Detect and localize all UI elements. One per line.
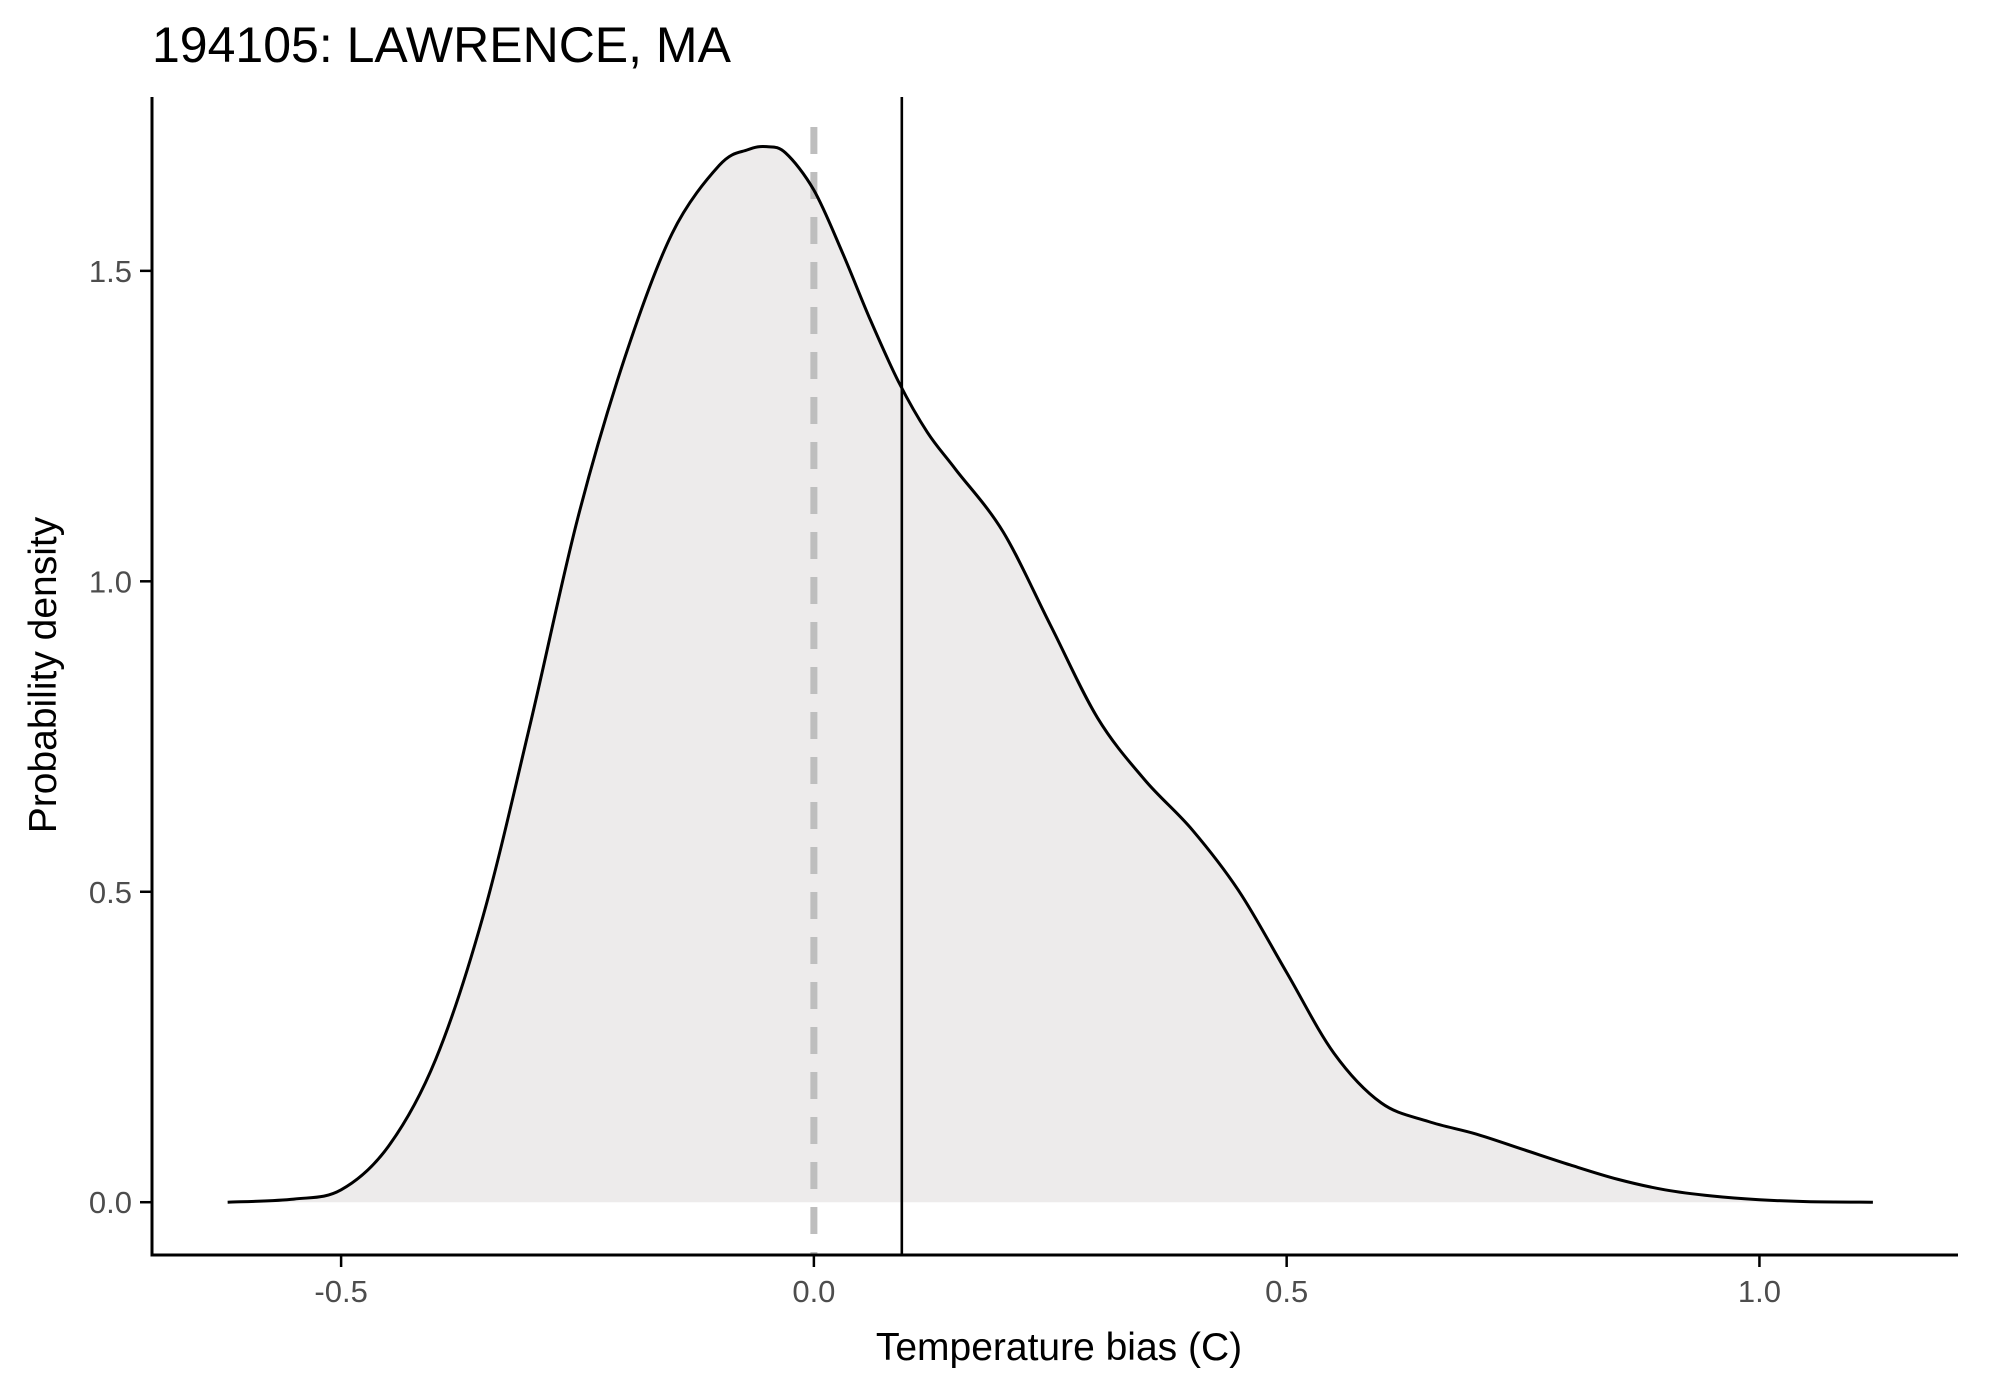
y-tick-label: 1.0 — [89, 564, 132, 599]
y-axis-title: Probability density — [22, 516, 65, 833]
chart-title: 194105: LAWRENCE, MA — [152, 17, 732, 73]
y-tick-label: 0.5 — [89, 875, 132, 910]
density-fill — [227, 146, 1873, 1203]
x-axis-ticks: -0.5 0.0 0.5 1.0 — [314, 1255, 1781, 1309]
y-tick-label: 1.5 — [89, 254, 132, 289]
x-tick-label: 0.5 — [1265, 1274, 1308, 1309]
y-axis-ticks: 0.0 0.5 1.0 1.5 — [89, 254, 152, 1220]
x-tick-label: 0.0 — [792, 1274, 835, 1309]
plot-area — [227, 97, 1873, 1255]
x-tick-label: -0.5 — [314, 1274, 367, 1309]
y-tick-label: 0.0 — [89, 1185, 132, 1220]
x-axis-title: Temperature bias (C) — [876, 1326, 1242, 1369]
x-tick-label: 1.0 — [1738, 1274, 1781, 1309]
density-curve — [227, 145, 1873, 1204]
